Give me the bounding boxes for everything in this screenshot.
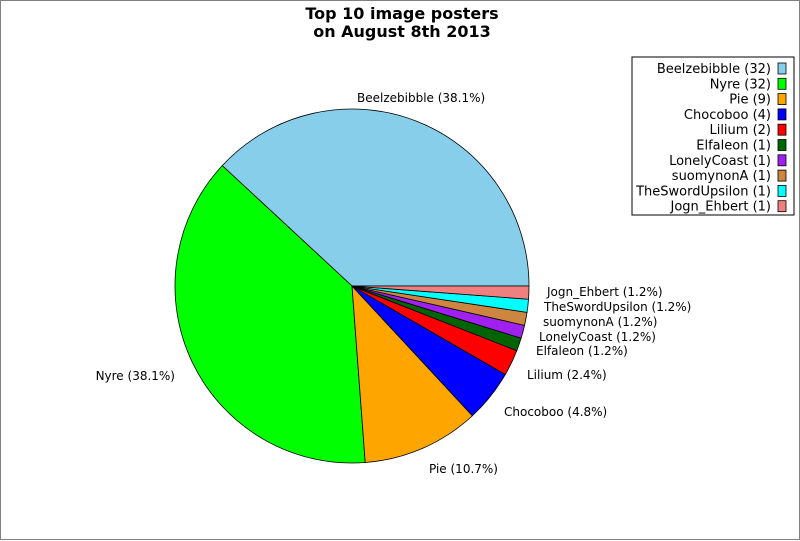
legend-box: [631, 56, 795, 216]
slice-label: Nyre (38.1%): [96, 369, 175, 383]
pie-slice-jogn-ehbert: [351, 285, 530, 300]
legend-label: Elfaleon (1): [696, 139, 771, 154]
legend-label: Beelzebibble (32): [657, 62, 771, 77]
pie-slice-beelzebibble: [221, 108, 530, 287]
legend-label: LonelyCoast (1): [669, 154, 771, 169]
legend-swatch: [777, 200, 787, 213]
chart-subtitle: on August 8th 2013: [313, 22, 491, 41]
pie-slice-pie: [351, 284, 473, 463]
slice-label: LonelyCoast (1.2%): [539, 330, 656, 344]
legend: Beelzebibble (32)Nyre (32)Pie (9)Chocobo…: [631, 56, 795, 216]
legend-swatch: [777, 93, 787, 105]
slice-label: Chocoboo (4.8%): [504, 405, 607, 419]
slice-label: suomynonA (1.2%): [543, 315, 657, 329]
slice-label: Jogn_Ehbert (1.2%): [546, 285, 663, 299]
legend-swatch: [777, 154, 787, 167]
legend-swatch: [777, 77, 787, 90]
legend-label: Pie (9): [729, 93, 771, 108]
pie-slice-nyre: [174, 165, 366, 464]
legend-swatch: [777, 169, 787, 182]
legend-label: suomynonA (1): [672, 169, 771, 184]
pie-slices: [174, 108, 530, 464]
legend-label: Lilium (2): [709, 123, 771, 138]
slice-label: Beelzebibble (38.1%): [357, 91, 485, 105]
legend-swatch: [777, 62, 787, 75]
legend-swatch: [777, 139, 787, 151]
legend-swatch: [777, 184, 787, 197]
slice-labels: Beelzebibble (38.1%) Nyre (38.1%) Pie (10.…: [96, 91, 692, 476]
legend-swatch: [777, 108, 787, 121]
legend-label: Jogn_Ehbert (1): [670, 200, 771, 215]
legend-label: TheSwordUpsilon (1): [635, 184, 771, 199]
legend-swatch: [777, 123, 787, 136]
legend-label: Chocoboo (4): [684, 108, 771, 123]
legend-label: Nyre (32): [710, 77, 771, 92]
slice-label: Pie (10.7%): [429, 462, 498, 476]
slice-label: TheSwordUpsilon (1.2%): [543, 300, 691, 314]
slice-label: Elfaleon (1.2%): [536, 344, 628, 358]
slice-label: Lilium (2.4%): [527, 368, 607, 382]
chart-title: Top 10 image posters: [305, 4, 498, 23]
